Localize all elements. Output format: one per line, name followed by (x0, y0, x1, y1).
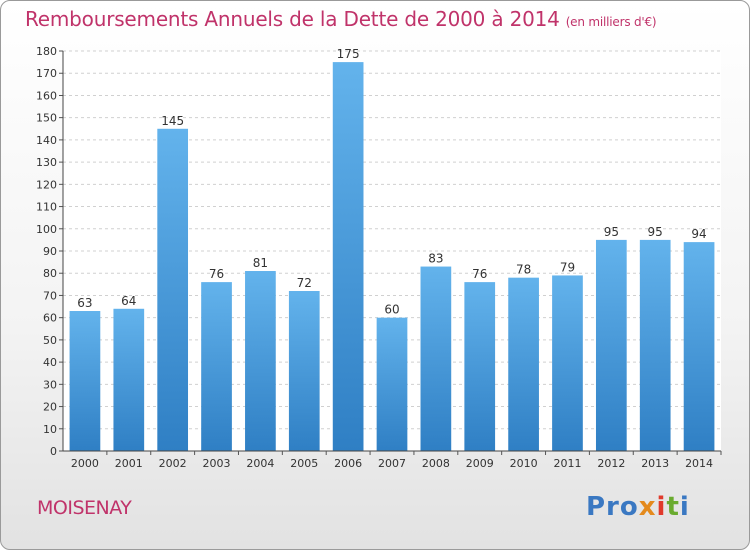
data-label: 79 (560, 260, 575, 274)
bar (508, 277, 539, 451)
x-tick-label: 2013 (641, 457, 669, 470)
bar (332, 62, 364, 451)
data-label: 81 (253, 256, 268, 270)
data-label: 95 (604, 225, 619, 239)
data-label: 145 (161, 114, 184, 128)
y-tick-label: 30 (43, 378, 57, 391)
data-label: 76 (209, 267, 224, 281)
y-tick-label: 70 (43, 289, 57, 302)
y-tick-label: 150 (36, 112, 57, 125)
data-label: 78 (516, 263, 531, 277)
bar (376, 317, 408, 451)
data-label: 94 (691, 227, 706, 241)
x-tick-label: 2004 (246, 457, 274, 470)
y-tick-label: 170 (36, 67, 57, 80)
y-tick-label: 180 (36, 45, 57, 58)
data-label: 72 (297, 276, 312, 290)
bar (201, 282, 232, 451)
data-label: 175 (337, 47, 360, 61)
axes (62, 51, 722, 455)
y-tick-label: 160 (36, 89, 57, 102)
x-tick-label: 2008 (422, 457, 450, 470)
y-tick-label: 100 (36, 223, 57, 236)
bar (552, 275, 583, 451)
x-tick-label: 2010 (510, 457, 538, 470)
commune-name: MOISENAY (37, 497, 132, 519)
data-label: 76 (472, 267, 487, 281)
y-tick-labels: 0 10 20 30 40 50 60 70 80 90 100 110 120 130 140 150 160… (36, 45, 57, 458)
x-tick-label: 2002 (159, 457, 187, 470)
bar (245, 271, 276, 451)
bars (69, 62, 715, 451)
bar (420, 266, 452, 451)
y-tick-label: 0 (50, 445, 57, 458)
y-tick-label: 10 (43, 423, 57, 436)
y-tick-label: 60 (43, 312, 57, 325)
y-tick-label: 130 (36, 156, 57, 169)
x-tick-label: 2011 (553, 457, 581, 470)
chart-unit: (en milliers d'€) (565, 15, 657, 29)
y-tick-label: 80 (43, 267, 57, 280)
bar (639, 239, 671, 451)
data-label: 60 (384, 303, 399, 317)
bar (157, 128, 189, 451)
chart-title: Remboursements Annuels de la Dette de 20… (25, 7, 657, 31)
bar (113, 308, 145, 451)
y-tick-label: 40 (43, 356, 57, 369)
bar (464, 282, 496, 451)
data-labels: 63 64 145 76 81 72 175 60 83 76 78 79 95 95 94 (77, 47, 706, 317)
x-tick-label: 2014 (685, 457, 713, 470)
data-label: 95 (648, 225, 663, 239)
y-tick-label: 20 (43, 401, 57, 414)
x-tick-label: 2009 (466, 457, 494, 470)
x-tick-label: 2000 (71, 457, 99, 470)
x-tick-label: 2001 (115, 457, 143, 470)
x-tick-label: 2005 (290, 457, 318, 470)
x-tick-labels: 2000 2001 2002 2003 2004 2005 2006 2007 2008 2009… (71, 457, 713, 470)
proxiti-logo: Proxiti (586, 492, 690, 522)
x-tick-label: 2012 (597, 457, 625, 470)
y-tick-label: 110 (36, 201, 57, 214)
data-label: 83 (428, 252, 443, 266)
bar (288, 291, 320, 451)
x-tick-label: 2006 (334, 457, 362, 470)
y-tick-label: 90 (43, 245, 57, 258)
x-tick-label: 2003 (203, 457, 231, 470)
chart-title-text: Remboursements Annuels de la Dette de 20… (25, 7, 560, 31)
y-tick-label: 120 (36, 178, 57, 191)
data-label: 63 (77, 296, 92, 310)
x-tick-label: 2007 (378, 457, 406, 470)
y-tick-label: 140 (36, 134, 57, 147)
data-label: 64 (121, 294, 136, 308)
y-tick-label: 50 (43, 334, 57, 347)
bar (595, 239, 627, 451)
bar (69, 311, 101, 451)
bar (683, 242, 715, 451)
